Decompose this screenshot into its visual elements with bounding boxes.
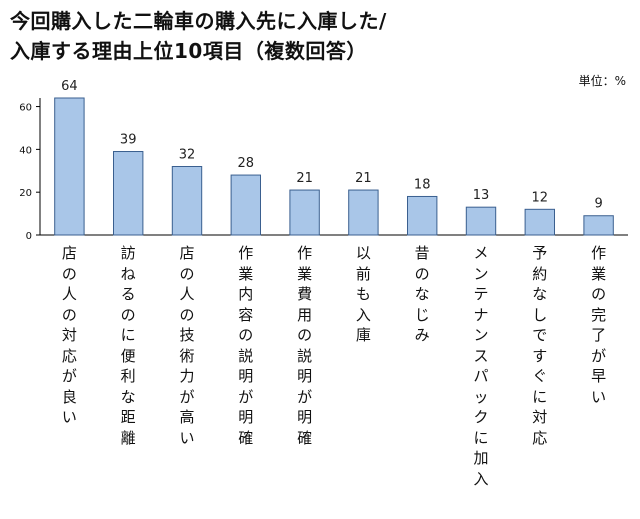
chart-title-line-1: 今回購入した二輪車の購入先に入庫した/ [10, 9, 387, 33]
category-label-3: 作業内容の説明が明確 [238, 244, 254, 447]
unit-label: 単位：% [578, 74, 626, 88]
value-label-0: 64 [61, 79, 78, 94]
category-label-9: 作業の完了が早い [591, 244, 607, 406]
value-label-8: 12 [532, 190, 549, 205]
y-tick-label-3: 60 [19, 103, 32, 114]
value-label-9: 9 [594, 197, 602, 212]
bar-9 [583, 215, 614, 236]
bar-4 [289, 189, 320, 236]
value-label-7: 13 [473, 188, 490, 203]
category-label-0: 店の人の対応が良い [61, 244, 77, 426]
bar-8 [524, 208, 555, 236]
value-label-1: 39 [120, 133, 137, 148]
category-label-4: 作業費用の説明が明確 [297, 244, 313, 447]
value-label-4: 21 [296, 171, 313, 186]
bar-1 [113, 151, 144, 236]
bar-6 [407, 195, 438, 236]
y-tick-label-0: 0 [26, 231, 32, 242]
y-tick-label-1: 20 [19, 188, 32, 199]
bar-2 [171, 166, 203, 236]
chart-title-line-2: 入庫する理由上位10項目（複数回答） [10, 39, 367, 63]
category-label-7: メンテナンスパックに加入 [473, 244, 489, 488]
bar-0 [54, 97, 85, 236]
category-label-6: 昔のなじみ [414, 244, 430, 344]
category-label-8: 予約なしですぐに対応 [532, 244, 548, 447]
category-label-1: 訪ねるのに便利な距離 [120, 244, 136, 447]
value-label-2: 32 [179, 148, 196, 163]
chart-title: 今回購入した二輪車の購入先に入庫した/ 入庫する理由上位10項目（複数回答） [10, 6, 630, 66]
bar-5 [348, 189, 379, 236]
value-label-6: 18 [414, 177, 431, 192]
y-tick-label-2: 40 [19, 145, 32, 156]
bar-3 [230, 174, 262, 236]
category-label-5: 以前も入庫 [355, 244, 371, 344]
value-label-3: 28 [238, 156, 255, 171]
value-label-5: 21 [355, 171, 372, 186]
category-label-2: 店の人の技術力が高い [179, 244, 195, 447]
bar-7 [465, 206, 497, 236]
